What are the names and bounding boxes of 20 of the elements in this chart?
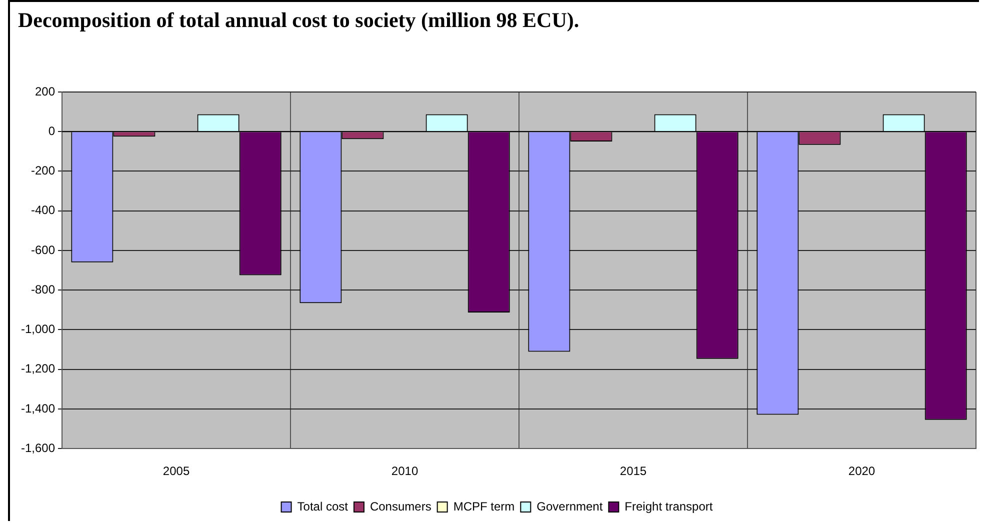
y-tick-label: -600 xyxy=(30,242,56,257)
y-tick-label: -1,600 xyxy=(20,440,56,455)
legend-label: Freight transport xyxy=(624,499,714,514)
x-tick-label: 2020 xyxy=(848,464,876,478)
y-tick-label: -800 xyxy=(30,282,56,296)
y-tick-label: -400 xyxy=(30,203,56,218)
legend-label: Total cost xyxy=(297,499,349,514)
y-tick-label: -1,400 xyxy=(20,401,56,416)
legend-label: Consumers xyxy=(370,499,432,514)
x-tick-label: 2015 xyxy=(620,464,647,478)
y-tick-label: -1,200 xyxy=(20,362,56,376)
y-tick-label: 200 xyxy=(34,84,56,98)
legend-label: MCPF term xyxy=(453,499,515,514)
legend-label: Government xyxy=(536,499,604,514)
y-tick-label: -1,000 xyxy=(20,322,56,336)
x-tick-label: 2005 xyxy=(162,464,190,478)
y-tick-label: 0 xyxy=(48,124,56,138)
x-tick-label: 2010 xyxy=(391,464,418,478)
chart-title: Decomposition of total annual cost to society (million 98 ECU). xyxy=(18,8,580,33)
y-tick-label: -200 xyxy=(30,164,56,178)
